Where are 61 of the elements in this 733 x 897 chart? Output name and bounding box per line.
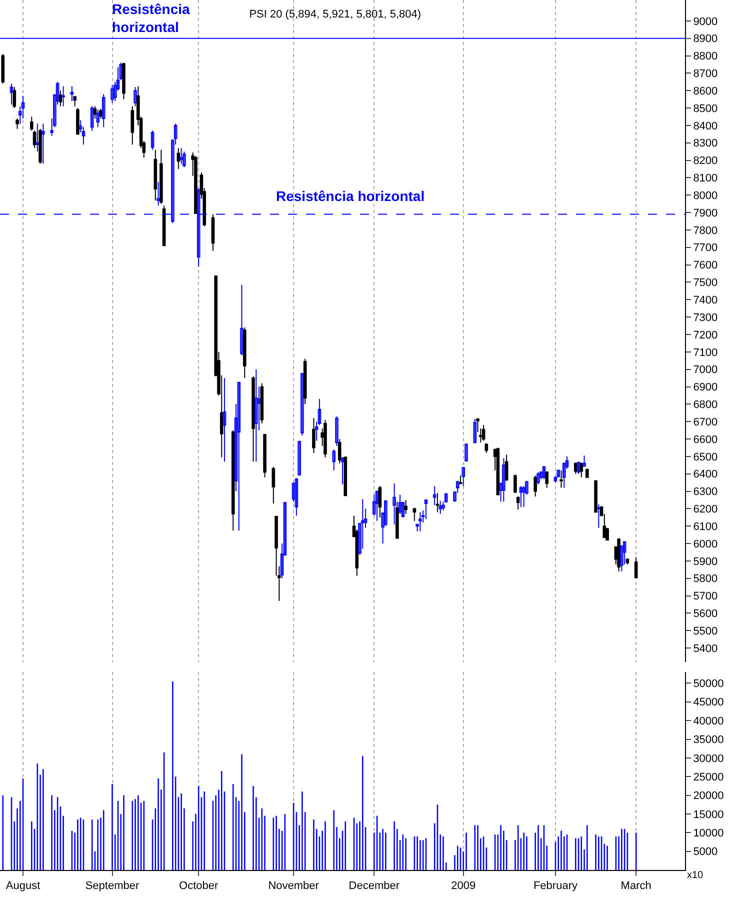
y-tick-label: 8200 (693, 155, 718, 168)
x-tick-label: February (533, 880, 578, 892)
y-tick-label: 8100 (693, 172, 718, 185)
y-tick-label: 7500 (693, 277, 718, 290)
y-tick-label: 5500 (693, 625, 718, 638)
y-tick-label: 8400 (693, 120, 718, 132)
y-tick-label: 30000 (693, 752, 724, 765)
y-tick-label: 7100 (693, 346, 718, 359)
y-tick-label: 6300 (693, 486, 718, 498)
y-tick-label: 7600 (693, 260, 718, 272)
y-tick-label: 7700 (693, 242, 718, 254)
y-tick-label: 7200 (693, 329, 718, 342)
x-tick-label: September (85, 880, 140, 892)
y-tick-label: 6200 (693, 504, 718, 516)
y-tick-label: 50000 (693, 678, 724, 690)
y-tick-label: 7400 (693, 294, 718, 306)
y-tick-label: 9000 (693, 16, 718, 28)
y-tick-label: 8700 (693, 68, 718, 80)
ref-line-label: Resistência horizontal (112, 1, 190, 36)
y-tick-label: 5900 (693, 556, 718, 568)
y-tick-label: 8000 (693, 190, 718, 202)
candlestick (418, 512, 422, 532)
text: PSI 20 (5,894, 5,921, 5,801, 5,804) (249, 8, 422, 21)
y-tick-label: 6100 (693, 520, 718, 533)
y-tick-label: 5800 (693, 573, 718, 586)
y-tick-label: 5600 (693, 608, 718, 620)
x-tick-label: August (6, 880, 40, 892)
y-tick-label: 6700 (693, 416, 718, 428)
y-tick-label: 5700 (693, 590, 718, 603)
y-tick-label: 5000 (693, 846, 718, 858)
x-tick-label: November (268, 880, 320, 892)
x-tick-label: 2009 (451, 880, 476, 892)
y-tick-label: 6400 (693, 468, 718, 481)
y-tick-label: 6500 (693, 451, 718, 464)
y-tick-label: 15000 (693, 808, 724, 821)
y-tick-label: 8300 (693, 138, 718, 150)
y-tick-label: 8600 (693, 85, 718, 98)
y-tick-label: 35000 (693, 734, 724, 746)
y-tick-label: 5400 (693, 642, 718, 655)
x-tick-label: December (348, 880, 400, 892)
y-tick-label: 8800 (693, 50, 718, 63)
y-tick-label: 7900 (693, 207, 718, 220)
y-tick-label: 45000 (693, 696, 724, 709)
x-tick-label: March (620, 880, 652, 892)
candlestick (560, 470, 563, 488)
y-tick-label: 7000 (693, 364, 718, 376)
y-tick-label: 6600 (693, 434, 718, 446)
y-tick-label: 7300 (693, 312, 718, 324)
y-tick-label: 7800 (693, 224, 718, 237)
y-tick-label: 6000 (693, 538, 718, 550)
y-tick-label: 10000 (693, 827, 724, 840)
y-tick-label: 8500 (693, 102, 718, 115)
y-tick-label: 6900 (693, 382, 718, 394)
y-tick-label: 20000 (693, 790, 724, 802)
y-tick-label: 8900 (693, 33, 718, 46)
ref-line-label: Resistência horizontal (276, 188, 425, 204)
y-tick-label: 40000 (693, 715, 724, 728)
x-tick-label: October (179, 880, 218, 892)
y-tick-label: 6800 (693, 399, 718, 412)
text: x10 (687, 870, 704, 881)
y-tick-label: 25000 (693, 771, 724, 784)
